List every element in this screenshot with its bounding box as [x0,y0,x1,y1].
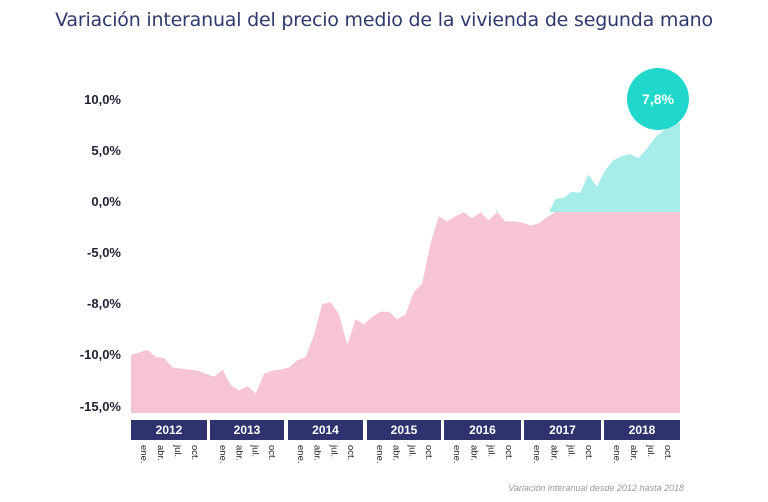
year-label: 2015 [391,423,418,437]
year-label: 2018 [629,423,656,437]
year-bar: 2012 2013 2014 2015 2016 2017 2018 [131,420,680,440]
month-label: ene. [295,445,306,464]
y-tick-label: -8,0% [87,296,121,311]
month-label: abr. [628,445,639,461]
year-label: 2013 [234,423,261,437]
y-tick-label: -5,0% [87,245,121,260]
y-tick-label: -15,0% [80,399,122,414]
month-label: jul. [172,444,183,457]
month-label: oct. [662,445,673,460]
y-tick-label: 0,0% [91,194,121,209]
month-label: jul. [645,444,656,457]
year-segment [367,420,441,440]
year-label: 2012 [156,423,183,437]
month-label: oct. [189,445,200,460]
year-segment [524,420,601,440]
chart-title: Variación interanual del precio medio de… [55,9,713,31]
month-label: abr. [390,445,401,461]
month-label: jul. [486,444,497,457]
negative-area [131,212,680,413]
month-label: ene. [531,445,542,464]
y-tick-label: 10,0% [84,92,121,107]
month-label: ene. [611,445,622,464]
month-label: ene. [374,445,385,464]
month-label: jul. [328,444,339,457]
badge-text: 7,8% [642,91,674,107]
month-label: jul. [407,444,418,457]
month-label: abr. [548,445,559,461]
year-segment [444,420,521,440]
month-label: jul. [566,444,577,457]
month-label: ene. [217,445,228,464]
area-layer [131,122,680,413]
year-label: 2017 [549,423,576,437]
year-segment [131,420,207,440]
month-label: abr. [468,445,479,461]
year-label: 2014 [312,423,339,437]
month-label: oct. [266,445,277,460]
year-segment [604,420,680,440]
month-labels: ene. abr. jul. oct. ene. abr. jul. oct. ene. abr.… [138,444,673,464]
month-label: oct. [583,445,594,460]
footnote: Variación interanual desde 2012 hasta 20… [508,483,684,493]
positive-area [495,122,680,212]
month-label: oct. [345,445,356,460]
month-label: jul. [250,444,261,457]
y-axis: 10,0% 5,0% 0,0% -5,0% -8,0% -10,0% -15,0% [80,92,122,414]
month-label: abr. [312,445,323,461]
y-tick-label: 5,0% [91,143,121,158]
month-label: oct. [503,445,514,460]
month-label: ene. [138,445,149,464]
badge-circle [627,68,689,130]
month-label: oct. [423,445,434,460]
month-label: ene. [451,445,462,464]
year-segment [210,420,284,440]
month-label: abr. [233,445,244,461]
y-tick-label: -10,0% [80,347,122,362]
year-label: 2016 [469,423,496,437]
year-segment [288,420,363,440]
latest-value-badge: 7,8% [627,68,689,130]
month-label: abr. [155,445,166,461]
